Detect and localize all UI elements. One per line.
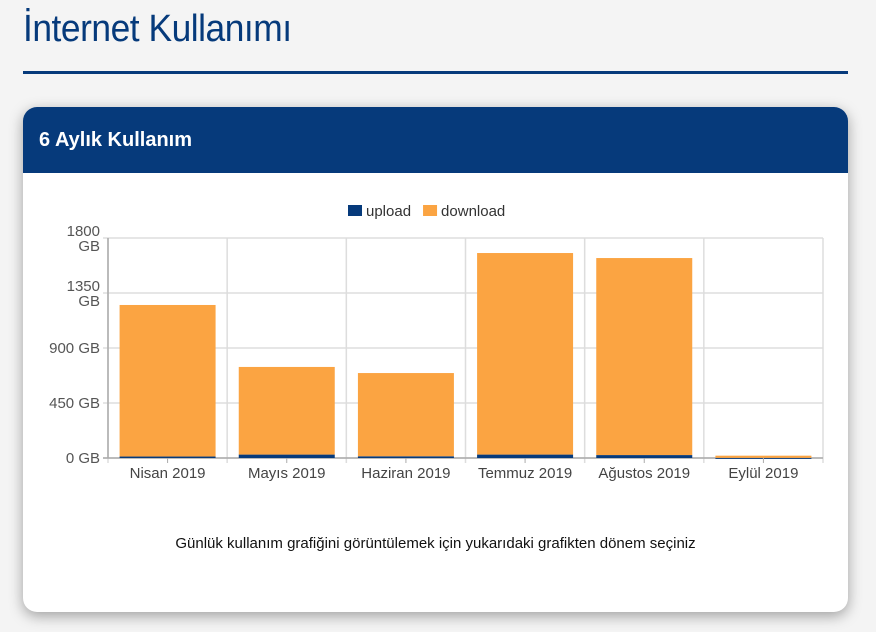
x-tick-label: Mayıs 2019: [248, 465, 326, 482]
bar-download[interactable]: [238, 366, 335, 455]
title-divider: [23, 71, 848, 74]
y-tick-label: 1800 GB: [67, 223, 100, 255]
usage-chart: 0 GB 450 GB 900 GB 1350 GB 1800 GB Nisan 2019 Ma…: [49, 203, 824, 482]
x-tick-label: Temmuz 2019: [478, 465, 572, 482]
bar-upload[interactable]: [596, 455, 693, 458]
bar-upload[interactable]: [119, 456, 216, 458]
legend-swatch-download: [423, 205, 438, 216]
bar-upload[interactable]: [357, 456, 454, 458]
y-tick-label: 450 GB: [49, 395, 100, 412]
y-tick-label: 0 GB: [66, 450, 100, 467]
legend-label-download[interactable]: download: [441, 203, 505, 220]
x-tick-label: Haziran 2019: [361, 465, 450, 482]
usage-card: 6 Aylık Kullanım 0 GB 450 GB 900 GB 1350 GB 1…: [23, 107, 848, 612]
x-tick-label: Nisan 2019: [130, 465, 206, 482]
y-tick-label: 900 GB: [49, 340, 100, 357]
bar-download[interactable]: [119, 304, 216, 457]
x-tick-label: Ağustos 2019: [598, 465, 690, 482]
page-title: İnternet Kullanımı: [23, 8, 292, 50]
bar-upload[interactable]: [477, 454, 574, 458]
bar-download[interactable]: [596, 258, 693, 456]
x-tick-label: Eylül 2019: [728, 465, 798, 482]
legend-label-upload[interactable]: upload: [366, 203, 411, 220]
bar-download[interactable]: [357, 373, 454, 457]
y-tick-label: 1350 GB: [67, 278, 100, 310]
legend-swatch-upload: [348, 205, 362, 216]
bar-upload[interactable]: [238, 454, 335, 458]
bar-download[interactable]: [715, 455, 812, 458]
chart-hint: Günlük kullanım grafiğini görüntülemek i…: [175, 535, 696, 552]
card-title: 6 Aylık Kullanım: [23, 107, 848, 173]
bar-download[interactable]: [477, 253, 574, 455]
